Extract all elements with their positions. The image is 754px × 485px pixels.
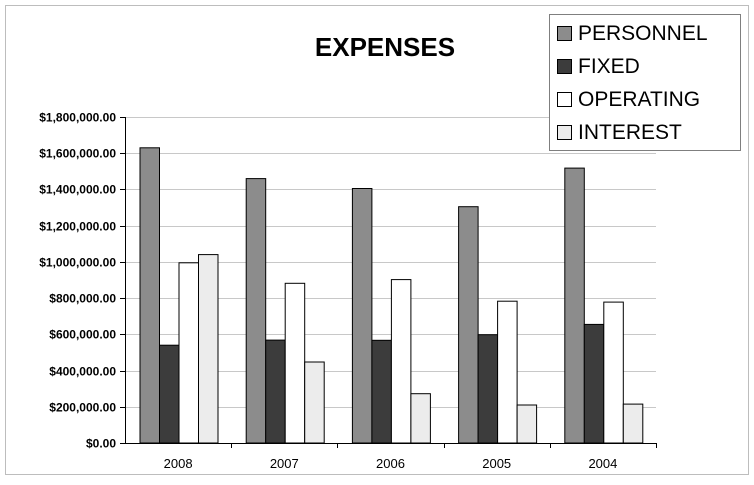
bar-fixed-2007 <box>265 339 286 444</box>
legend-label-operating: OPERATING <box>578 88 700 111</box>
legend-label-personnel: PERSONNEL <box>578 22 708 45</box>
legend-label-interest: INTEREST <box>578 121 682 144</box>
legend-box <box>549 14 741 151</box>
bar-operating-2007 <box>284 282 306 444</box>
bar-fixed-2008 <box>159 344 180 444</box>
legend-label-fixed: FIXED <box>578 55 640 78</box>
legend-swatch-personnel <box>557 26 572 41</box>
legend: PERSONNEL FIXED OPERATING INTEREST <box>549 14 741 151</box>
legend-swatch-interest <box>557 125 572 140</box>
bar-operating-2004 <box>603 301 624 444</box>
x-tick-label: 2008 <box>164 456 193 471</box>
bar-personnel-2007 <box>245 178 267 444</box>
bar-personnel-2005 <box>458 206 479 444</box>
y-tick-label: $200,000.00 <box>49 401 116 415</box>
y-tick-label: $0.00 <box>86 437 116 451</box>
y-tick-label: $1,000,000.00 <box>39 256 116 270</box>
bar-operating-2005 <box>497 300 518 444</box>
bar-personnel-2006 <box>351 188 373 444</box>
bar-interest-2005 <box>516 404 538 444</box>
y-tick-label: $1,200,000.00 <box>39 220 116 234</box>
x-tick-label: 2005 <box>482 456 511 471</box>
bar-interest-2006 <box>410 393 431 444</box>
x-tick-label: 2006 <box>376 456 405 471</box>
bar-personnel-2004 <box>564 167 585 444</box>
bar-operating-2006 <box>390 279 412 444</box>
y-tick-label: $1,400,000.00 <box>39 183 116 197</box>
bar-interest-2008 <box>198 254 219 444</box>
y-tick-label: $800,000.00 <box>49 292 116 306</box>
bar-fixed-2006 <box>371 339 392 444</box>
bar-personnel-2008 <box>139 147 160 444</box>
bar-interest-2004 <box>622 403 644 444</box>
legend-swatch-operating <box>557 92 572 107</box>
bars <box>139 147 644 444</box>
x-tick-label: 2007 <box>270 456 299 471</box>
y-tick-label: $600,000.00 <box>49 328 116 342</box>
chart-title: EXPENSES <box>315 32 455 62</box>
bar-fixed-2004 <box>583 323 605 444</box>
y-tick-label: $400,000.00 <box>49 365 116 379</box>
y-tick-label: $1,600,000.00 <box>39 147 116 161</box>
axes <box>120 117 657 448</box>
bar-operating-2008 <box>178 262 199 444</box>
bar-fixed-2005 <box>477 334 499 444</box>
bar-interest-2007 <box>304 361 325 444</box>
tick-labels: $0.00 $200,000.00 $400,000.00 $600,000.00 $8… <box>39 111 617 472</box>
y-tick-label: $1,800,000.00 <box>39 111 116 125</box>
x-tick-label: 2004 <box>588 456 617 471</box>
legend-swatch-fixed <box>557 59 572 74</box>
